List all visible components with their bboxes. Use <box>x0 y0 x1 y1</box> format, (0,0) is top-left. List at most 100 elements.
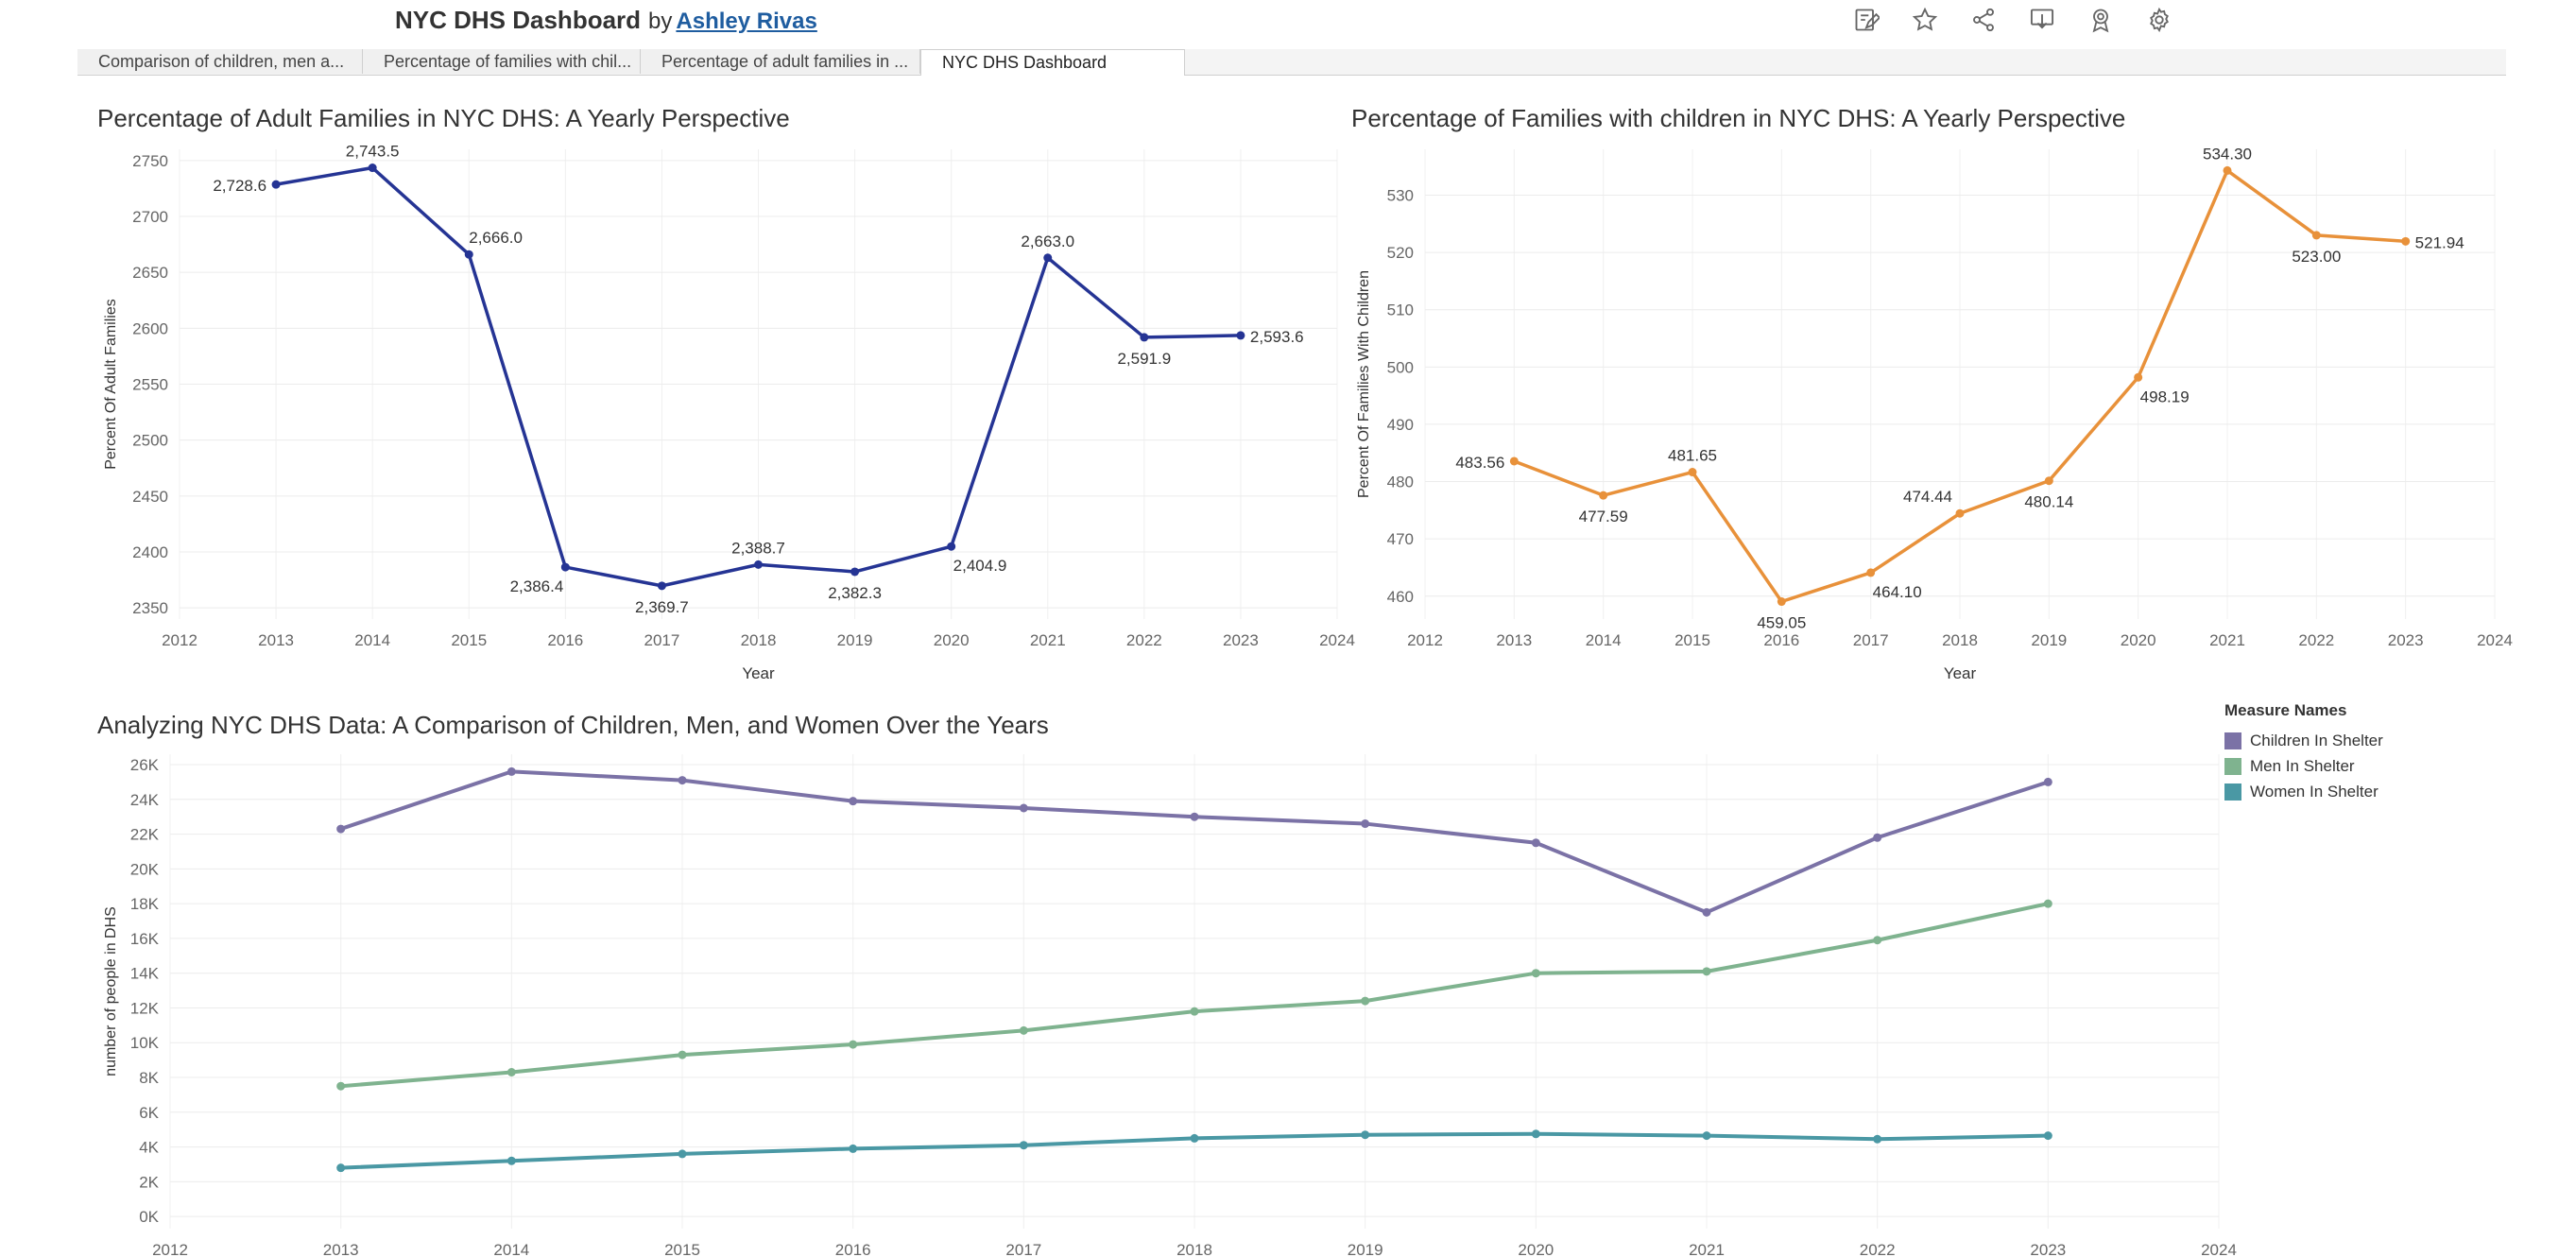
chart2-data-point <box>1777 597 1786 607</box>
chart3-data-point <box>1190 812 1199 821</box>
chart1-data-label: 2,666.0 <box>469 229 523 247</box>
tab-adult-families[interactable]: Percentage of adult families in ... <box>641 49 920 74</box>
legend-item-women[interactable]: Women In Shelter <box>2224 779 2383 804</box>
legend-label-women: Women In Shelter <box>2250 782 2379 801</box>
download-icon[interactable] <box>2028 6 2056 34</box>
chart1-xtick-label: 2024 <box>1319 631 1355 649</box>
chart3-data-point <box>1190 1007 1199 1016</box>
legend: Measure Names Children In Shelter Men In… <box>2224 701 2383 804</box>
badge-icon[interactable] <box>2087 6 2115 34</box>
chart3-xtick-label: 2013 <box>323 1241 359 1257</box>
chart1-data-label: 2,663.0 <box>1021 232 1074 250</box>
chart1-data-label: 2,388.7 <box>731 539 785 557</box>
chart2-xtick-label: 2023 <box>2388 631 2424 649</box>
chart3-data-point <box>1531 969 1540 978</box>
chart2-xtick-label: 2022 <box>2298 631 2334 649</box>
chart1-data-point <box>657 581 666 591</box>
chart1-data-label: 2,743.5 <box>346 143 400 161</box>
chart2-title: Percentage of Families with children in … <box>1351 104 2126 132</box>
chart2-data-label: 481.65 <box>1668 447 1717 465</box>
chart3-data-point <box>1702 1131 1711 1141</box>
chart1-ytick-label: 2500 <box>132 432 168 450</box>
chart3-xtick-label: 2012 <box>152 1241 188 1257</box>
author-link[interactable]: Ashley Rivas <box>676 9 817 34</box>
chart1-ylabel: Percent Of Adult Families <box>103 299 119 470</box>
chart2-data-point <box>1599 491 1608 500</box>
chart3-data-point <box>507 1068 516 1077</box>
chart2-data-label: 521.94 <box>2415 233 2464 251</box>
chart3-data-point <box>1019 1025 1028 1035</box>
tab-families-children[interactable]: Percentage of families with chil... <box>363 49 641 74</box>
chart3-ytick-label: 18K <box>130 895 160 913</box>
chart3-ytick-label: 0K <box>139 1208 159 1226</box>
legend-item-children[interactable]: Children In Shelter <box>2224 728 2383 753</box>
chart3-data-point <box>1873 833 1882 842</box>
chart1-ytick-label: 2700 <box>132 208 168 226</box>
chart2-xlabel: Year <box>1944 664 1977 682</box>
chart3-data-point <box>1361 819 1370 829</box>
chart3-ytick-label: 20K <box>130 860 160 878</box>
chart3-data-point <box>678 776 687 785</box>
chart1-xtick-label: 2021 <box>1030 631 1066 649</box>
chart2-data-point <box>1866 568 1876 577</box>
chart3-ytick-label: 26K <box>130 756 160 774</box>
chart3-ytick-label: 10K <box>130 1034 160 1052</box>
chart2-data-label: 459.05 <box>1757 614 1806 632</box>
tab-dashboard[interactable]: NYC DHS Dashboard <box>920 49 1185 76</box>
chart3-data-point <box>1019 1141 1028 1150</box>
edit-icon[interactable] <box>1852 6 1880 34</box>
chart1-data-point <box>754 560 763 569</box>
chart1-xtick-label: 2014 <box>354 631 390 649</box>
chart1-data-label: 2,382.3 <box>828 584 882 602</box>
chart2-ylabel: Percent Of Families With Children <box>1356 270 1372 498</box>
chart3-xtick-label: 2017 <box>1005 1241 1041 1257</box>
chart1-ytick-label: 2750 <box>132 152 168 170</box>
chart3-ytick-label: 2K <box>139 1173 159 1191</box>
chart1-xtick-label: 2017 <box>644 631 680 649</box>
chart2-xtick-label: 2019 <box>2031 631 2067 649</box>
legend-swatch-children <box>2224 732 2241 749</box>
chart2-data-point <box>2311 231 2321 240</box>
chart2-data-point <box>1955 508 1965 518</box>
chart3-data-point <box>1531 838 1540 848</box>
dashboard-title: NYC DHS Dashboard by Ashley Rivas <box>395 6 817 35</box>
chart1-data-point <box>560 562 570 572</box>
chart1-xtick-label: 2015 <box>451 631 487 649</box>
chart1-data-label: 2,591.9 <box>1117 350 1171 368</box>
gear-icon[interactable] <box>2145 6 2173 34</box>
chart2-ytick-label: 470 <box>1387 530 1414 548</box>
chart3-xtick-label: 2015 <box>664 1241 700 1257</box>
chart3-ytick-label: 14K <box>130 965 160 983</box>
chart2-ytick-label: 490 <box>1387 416 1414 434</box>
chart3-data-point <box>849 1144 858 1153</box>
chart2-data-point <box>2223 165 2232 175</box>
chart2-ytick-label: 500 <box>1387 358 1414 376</box>
chart3-xtick-label: 2018 <box>1176 1241 1212 1257</box>
legend-item-men[interactable]: Men In Shelter <box>2224 753 2383 779</box>
chart3-data-point <box>1873 1134 1882 1144</box>
chart1-ytick-label: 2550 <box>132 376 168 394</box>
share-icon[interactable] <box>1969 6 1998 34</box>
chart1-xtick-label: 2023 <box>1223 631 1259 649</box>
chart1-xtick-label: 2013 <box>258 631 294 649</box>
chart2-xtick-label: 2021 <box>2209 631 2245 649</box>
chart2-xtick-label: 2015 <box>1674 631 1710 649</box>
chart3-data-point <box>1019 803 1028 813</box>
chart2-data-label: 477.59 <box>1579 508 1628 525</box>
chart1-data-label: 2,593.6 <box>1250 328 1304 346</box>
chart1-data-point <box>368 164 377 173</box>
chart2-ytick-label: 530 <box>1387 186 1414 204</box>
chart3-ytick-label: 6K <box>139 1104 159 1122</box>
tab-strip: Comparison of children, men a... Percent… <box>77 49 2506 76</box>
chart2-data-label: 523.00 <box>2292 248 2341 266</box>
star-icon[interactable] <box>1911 6 1939 34</box>
legend-label-men: Men In Shelter <box>2250 756 2355 775</box>
tab-comparison[interactable]: Comparison of children, men a... <box>77 49 363 74</box>
chart2-data-label: 480.14 <box>2024 493 2073 511</box>
legend-swatch-women <box>2224 783 2241 801</box>
chart3-data-point <box>2043 1131 2052 1141</box>
chart2-xtick-label: 2014 <box>1586 631 1622 649</box>
chart2-xtick-label: 2024 <box>2477 631 2513 649</box>
legend-title: Measure Names <box>2224 701 2347 719</box>
